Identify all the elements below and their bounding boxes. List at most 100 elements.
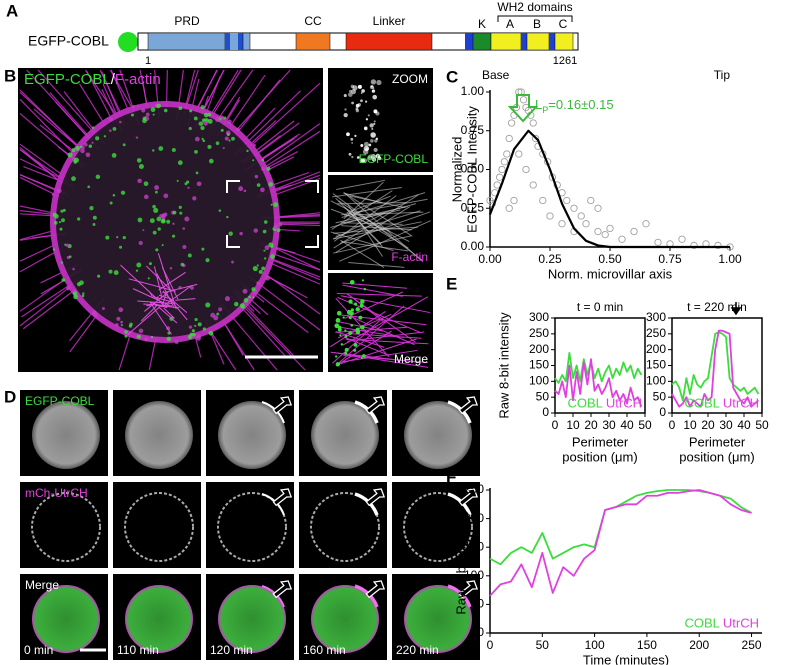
- filopodium: [37, 69, 100, 139]
- data-line: [489, 489, 752, 566]
- domain-label: PRD: [174, 14, 200, 28]
- data-line: [489, 489, 752, 597]
- puncta: [166, 336, 172, 342]
- puncta: [260, 187, 265, 193]
- zoom-puncta: [375, 153, 381, 159]
- puncta: [124, 330, 128, 334]
- y-tick-label: 0.25: [461, 200, 485, 214]
- puncta: [112, 193, 116, 197]
- puncta: [171, 234, 176, 238]
- domain-motif: [238, 33, 243, 50]
- domain-motif: [521, 33, 527, 50]
- panel-label: D: [4, 387, 16, 406]
- x-tick-label: 20: [584, 418, 598, 432]
- zoom-fiber: [340, 239, 385, 268]
- data-point: [522, 165, 530, 174]
- data-point: [594, 227, 602, 236]
- actin-bundle: [163, 307, 175, 319]
- zoom-fiber: [336, 201, 407, 205]
- zoom-puncta: [360, 299, 365, 304]
- zoom-puncta: [334, 323, 340, 329]
- zoom-fiber: [343, 181, 384, 220]
- timelapse-frame: [20, 482, 108, 568]
- puncta: [61, 218, 65, 223]
- puncta: [77, 217, 81, 221]
- puncta: [169, 267, 173, 270]
- actin-bundle: [144, 290, 171, 312]
- zoom-puncta: [343, 112, 348, 118]
- annotation: LP=0.16±0.15: [535, 97, 614, 115]
- data-point: [558, 220, 566, 228]
- zoom-image: [328, 68, 433, 172]
- puncta: [218, 307, 223, 312]
- puncta: [273, 224, 279, 230]
- zoom-puncta: [357, 103, 362, 107]
- filopodium: [19, 146, 63, 184]
- puncta: [138, 240, 143, 246]
- x-tick-label: 1.00: [718, 252, 742, 266]
- data-point: [577, 212, 585, 220]
- puncta: [188, 126, 192, 131]
- zoom-fiber: [333, 352, 429, 368]
- puncta: [51, 193, 55, 196]
- puncta: [270, 254, 275, 259]
- zoom-fiber: [344, 291, 403, 319]
- puncta: [111, 153, 117, 158]
- puncta: [236, 127, 240, 132]
- zoom-puncta: [357, 84, 362, 89]
- puncta: [82, 292, 85, 295]
- puncta: [155, 248, 159, 252]
- zoom-fiber: [339, 314, 427, 326]
- puncta: [91, 141, 94, 144]
- data-point: [606, 224, 614, 233]
- end-label: 1261: [553, 55, 577, 67]
- puncta: [95, 136, 100, 141]
- puncta: [182, 244, 187, 249]
- zoom-fiber: [332, 186, 402, 198]
- x-tick-label: 0.25: [538, 252, 562, 266]
- zoom-puncta: [369, 123, 374, 128]
- puncta: [120, 320, 124, 324]
- zoom-puncta: [368, 143, 372, 147]
- puncta: [73, 294, 78, 300]
- puncta: [147, 277, 150, 280]
- puncta: [207, 118, 213, 124]
- title-part: F-actin: [115, 71, 161, 88]
- puncta: [136, 334, 141, 339]
- puncta: [131, 105, 136, 109]
- zoom-fiber: [330, 231, 394, 252]
- puncta: [143, 181, 149, 187]
- puncta: [248, 295, 251, 299]
- data-point: [500, 158, 509, 166]
- puncta: [122, 236, 126, 240]
- cell: [403, 492, 473, 562]
- actin-bundle: [143, 303, 172, 307]
- zoom-puncta: [373, 120, 376, 123]
- puncta: [116, 316, 121, 321]
- zoom-label: ZOOM: [392, 72, 428, 86]
- puncta: [187, 334, 193, 340]
- puncta: [135, 136, 139, 139]
- puncta: [179, 211, 183, 215]
- x-tick-label: 20: [701, 418, 715, 432]
- domain-diagram: EGFP-COBL PRD CC Linker K A B C WH2 doma…: [28, 0, 579, 67]
- puncta: [142, 118, 147, 124]
- chart-title: t = 0 min: [577, 300, 623, 314]
- puncta: [161, 219, 166, 223]
- zoom-puncta: [344, 329, 347, 332]
- y-tick-label: 150: [646, 358, 666, 372]
- puncta: [150, 107, 156, 113]
- domain-motif: [465, 33, 473, 50]
- puncta: [68, 255, 72, 259]
- puncta: [124, 334, 128, 338]
- chart-title: t = 220 min: [687, 300, 747, 314]
- filopodium: [85, 70, 115, 125]
- filopodium: [254, 122, 300, 157]
- puncta: [226, 133, 230, 136]
- domain-label: Linker: [373, 14, 406, 28]
- y-axis-label: Raw 8-bit intensity: [496, 312, 511, 419]
- puncta: [113, 270, 119, 276]
- data-line: [554, 358, 643, 407]
- zoom-puncta: [350, 311, 354, 315]
- zoom-puncta: [355, 107, 359, 111]
